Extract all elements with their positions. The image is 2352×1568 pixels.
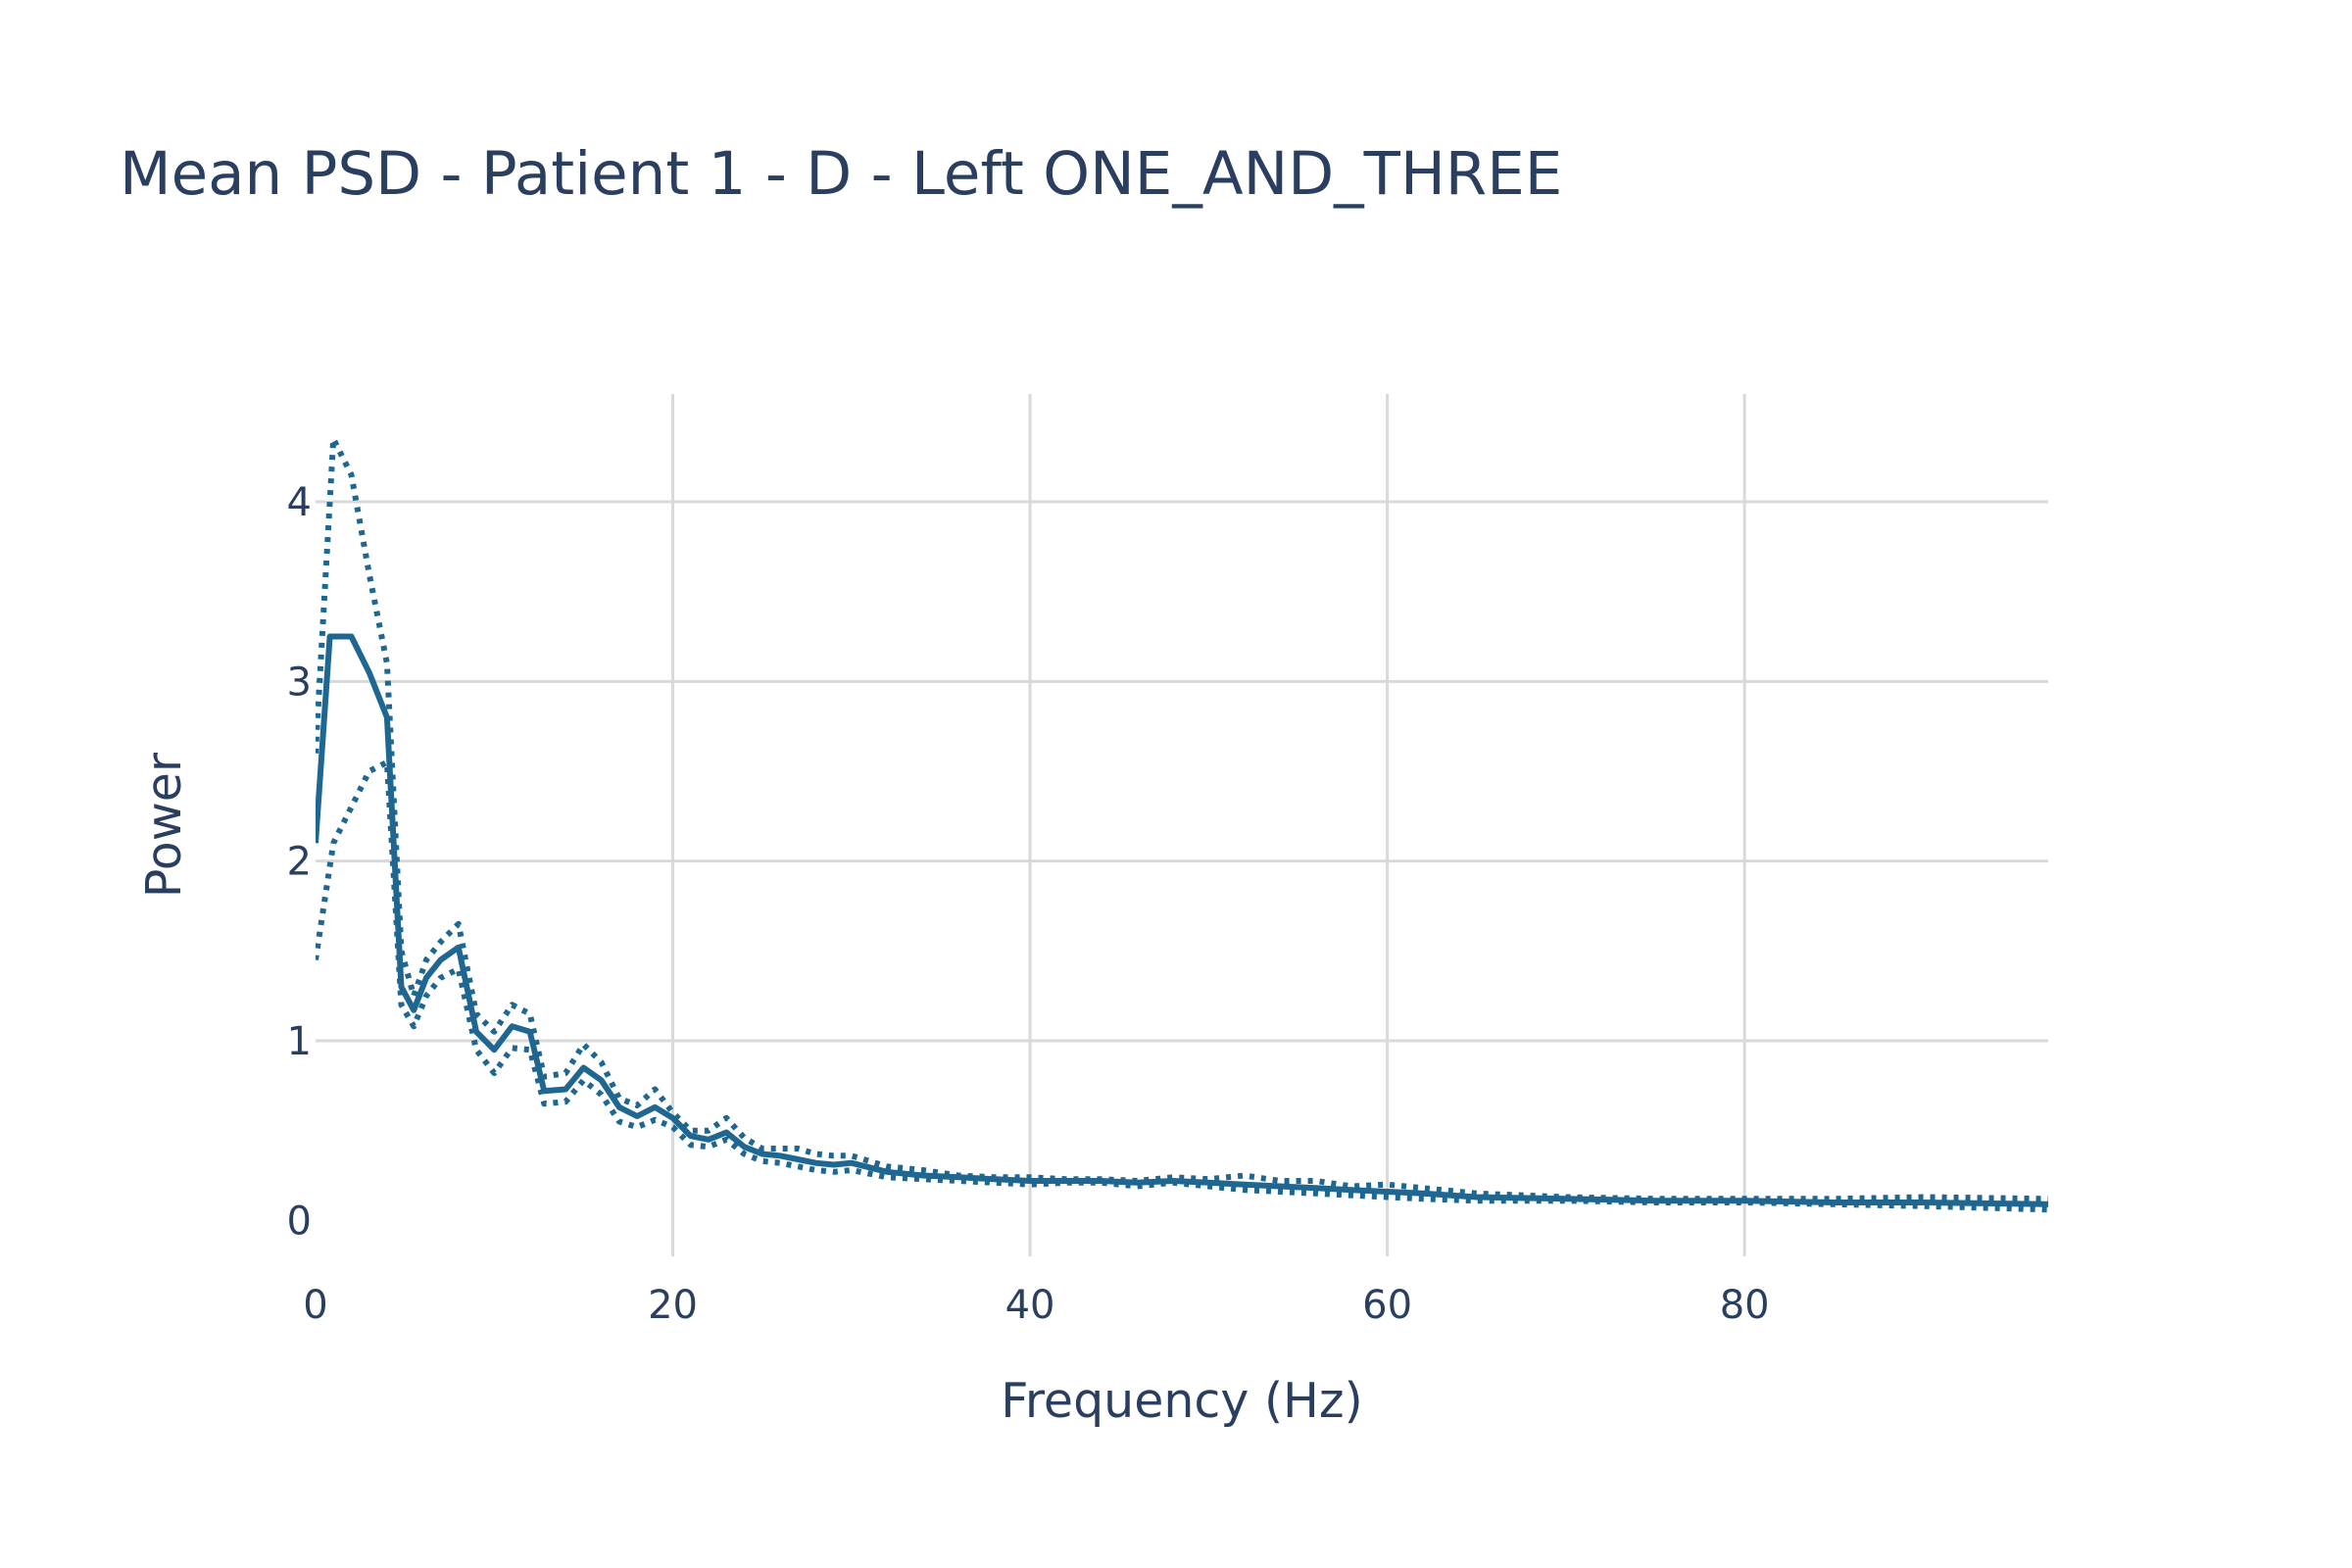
chart-title: Mean PSD - Patient 1 - D - Left ONE_AND_…	[120, 139, 1562, 209]
y-tick-label: 1	[287, 1019, 312, 1064]
series-group	[316, 435, 2048, 1213]
plot-area	[316, 435, 2048, 1213]
x-tick-label: 20	[648, 1283, 698, 1328]
y-axis-title: Power	[136, 752, 192, 898]
y-tick-label: 2	[287, 840, 312, 885]
x-tick-label: 40	[1005, 1283, 1055, 1328]
x-tick-label: 60	[1362, 1283, 1412, 1328]
y-tick-label: 3	[287, 660, 312, 705]
x-tick-label: 80	[1720, 1283, 1770, 1328]
x-axis-title: Frequency (Hz)	[1001, 1373, 1363, 1429]
y-tick-label: 4	[287, 480, 312, 525]
series-line-dotted-1	[316, 435, 2048, 1202]
x-tick-label: 0	[303, 1283, 327, 1328]
y-tick-labels: 0 1 2 3 4	[287, 480, 312, 1244]
series-line-solid	[316, 633, 2048, 1207]
y-tick-label: 0	[287, 1199, 312, 1244]
series-line-dotted-2	[316, 759, 2048, 1213]
x-tick-labels: 0 20 40 60 80	[303, 1283, 1769, 1328]
gridlines	[316, 394, 2048, 1256]
